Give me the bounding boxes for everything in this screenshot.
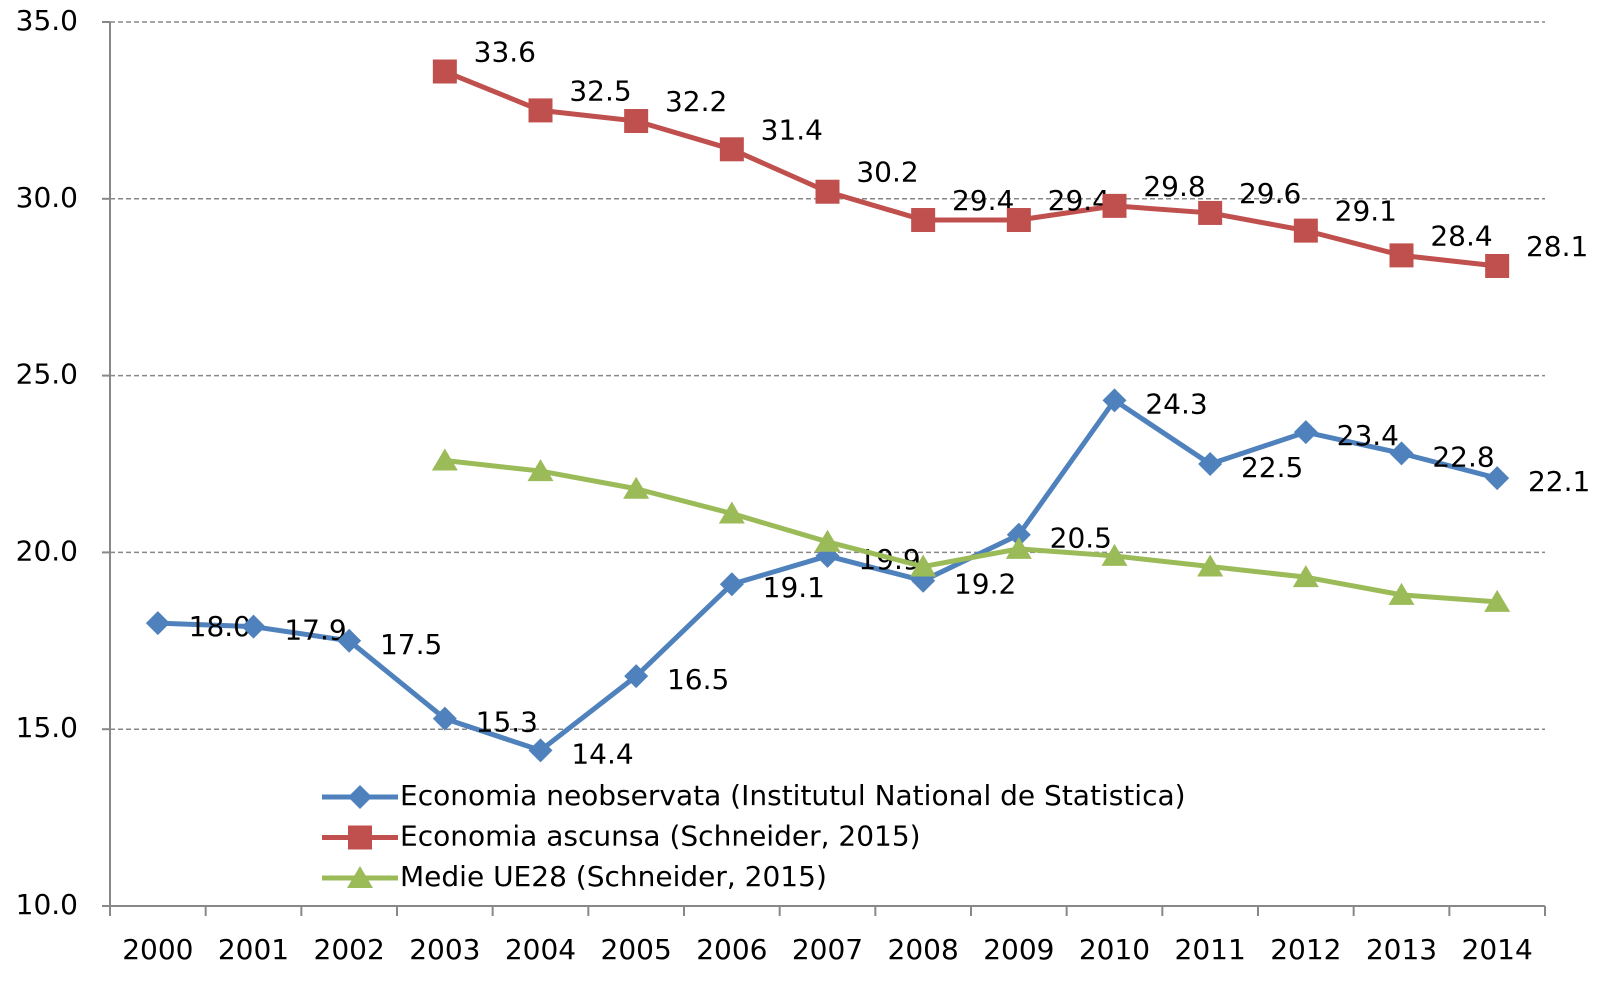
marker <box>624 664 649 689</box>
y-tick-label: 35.0 <box>16 4 78 37</box>
marker <box>431 448 458 471</box>
marker <box>1197 554 1224 577</box>
x-tick-label: 2001 <box>218 933 289 966</box>
marker <box>528 98 553 123</box>
series-line <box>444 457 1498 605</box>
y-tick-label: 30.0 <box>16 181 78 214</box>
marker <box>911 208 936 233</box>
data-label: 18.0 <box>189 610 251 643</box>
data-label: 30.2 <box>856 156 918 189</box>
marker <box>1198 200 1223 225</box>
x-tick-label: 2003 <box>409 933 480 966</box>
marker <box>623 476 650 499</box>
data-label: 28.4 <box>1430 219 1492 252</box>
marker <box>348 785 372 809</box>
marker <box>910 554 937 577</box>
marker <box>528 738 553 763</box>
data-label: 19.2 <box>954 568 1016 601</box>
marker <box>1389 441 1414 466</box>
legend-label: Economia neobservata (Institutul Nationa… <box>400 779 1186 812</box>
marker <box>1485 253 1510 278</box>
data-label: 17.9 <box>284 614 346 647</box>
data-label: 29.4 <box>1048 184 1110 217</box>
data-label: 29.8 <box>1143 170 1205 203</box>
marker <box>1006 522 1031 547</box>
legend-label: Economia ascunsa (Schneider, 2015) <box>400 820 921 853</box>
marker <box>1484 589 1511 612</box>
data-label: 24.3 <box>1145 387 1207 420</box>
marker <box>1005 536 1032 559</box>
data-label: 28.1 <box>1526 230 1588 263</box>
marker <box>1102 193 1127 218</box>
x-tick-label: 2012 <box>1270 933 1341 966</box>
data-label: 29.6 <box>1239 177 1301 210</box>
data-label: 29.4 <box>952 184 1014 217</box>
marker <box>241 614 266 639</box>
y-tick-label: 25.0 <box>16 358 78 391</box>
data-label: 32.5 <box>569 74 631 107</box>
marker <box>815 179 840 204</box>
marker <box>432 706 457 731</box>
marker <box>1388 582 1415 605</box>
marker <box>814 529 841 552</box>
data-label: 31.4 <box>761 113 823 146</box>
data-label: 22.8 <box>1432 440 1494 473</box>
marker <box>1389 243 1414 268</box>
data-label: 22.5 <box>1241 451 1303 484</box>
data-label: 29.1 <box>1335 195 1397 228</box>
x-tick-label: 2006 <box>696 933 767 966</box>
marker <box>432 59 457 84</box>
data-label: 14.4 <box>571 737 633 770</box>
marker <box>1198 452 1223 476</box>
marker <box>348 825 372 850</box>
marker <box>718 501 745 524</box>
data-label: 17.5 <box>380 628 442 661</box>
data-label: 33.6 <box>474 36 536 69</box>
x-tick-label: 2008 <box>888 933 959 966</box>
marker <box>1006 208 1031 233</box>
marker <box>347 866 373 888</box>
x-tick-label: 2005 <box>601 933 672 966</box>
legend-label: Medie UE28 (Schneider, 2015) <box>400 860 827 893</box>
x-tick-label: 2014 <box>1462 933 1533 966</box>
x-tick-label: 2010 <box>1079 933 1150 966</box>
marker <box>1102 388 1127 413</box>
data-label: 32.2 <box>665 85 727 118</box>
marker <box>1292 565 1319 588</box>
y-tick-label: 20.0 <box>16 534 78 567</box>
x-tick-label: 2013 <box>1366 933 1437 966</box>
x-tick-label: 2009 <box>983 933 1054 966</box>
data-label: 22.1 <box>1528 465 1590 498</box>
data-label: 16.5 <box>667 663 729 696</box>
x-tick-label: 2002 <box>314 933 385 966</box>
marker <box>337 628 362 653</box>
data-label: 23.4 <box>1337 419 1399 452</box>
data-label: 20.5 <box>1050 522 1112 555</box>
x-tick-label: 2000 <box>122 933 193 966</box>
marker <box>719 572 744 597</box>
marker <box>527 459 554 482</box>
marker <box>719 137 744 162</box>
x-tick-label: 2004 <box>505 933 576 966</box>
marker <box>1293 218 1318 243</box>
series-line <box>443 69 1498 269</box>
x-tick-label: 2007 <box>792 933 863 966</box>
marker <box>1293 420 1318 445</box>
marker <box>145 611 170 636</box>
x-tick-label: 2011 <box>1175 933 1246 966</box>
data-label: 15.3 <box>476 706 538 739</box>
y-tick-label: 15.0 <box>16 711 78 744</box>
data-label: 19.1 <box>763 571 825 604</box>
marker <box>624 109 649 134</box>
marker <box>1101 543 1128 566</box>
y-tick-label: 10.0 <box>16 888 78 921</box>
marker <box>1485 466 1510 491</box>
